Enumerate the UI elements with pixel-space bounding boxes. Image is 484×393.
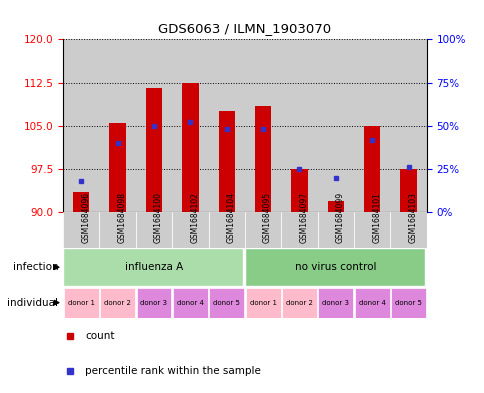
Bar	[390, 39, 426, 212]
Title: GDS6063 / ILMN_1903070: GDS6063 / ILMN_1903070	[158, 22, 331, 35]
Text: donor 5: donor 5	[213, 299, 240, 306]
Bar	[354, 288, 389, 318]
Text: GSM1684103: GSM1684103	[408, 192, 417, 243]
Text: GSM1684100: GSM1684100	[153, 192, 163, 243]
Text: donor 3: donor 3	[322, 299, 348, 306]
Bar	[182, 83, 198, 212]
Bar	[400, 169, 416, 212]
Bar	[244, 248, 424, 286]
Text: GSM1684095: GSM1684095	[262, 192, 272, 243]
Bar	[99, 212, 136, 248]
Text: no virus control: no virus control	[294, 262, 376, 272]
Text: influenza A: influenza A	[124, 262, 183, 272]
Bar	[64, 288, 99, 318]
Bar	[363, 126, 379, 212]
Text: donor 2: donor 2	[286, 299, 312, 306]
Text: GSM1684096: GSM1684096	[81, 192, 90, 243]
Text: donor 3: donor 3	[140, 299, 167, 306]
Bar	[317, 39, 353, 212]
Text: GSM1684104: GSM1684104	[226, 192, 235, 243]
Bar	[146, 88, 162, 212]
Bar	[245, 288, 280, 318]
Bar	[390, 212, 426, 248]
Bar	[255, 106, 271, 212]
Text: individual: individual	[7, 298, 58, 308]
Text: donor 4: donor 4	[177, 299, 203, 306]
Bar	[172, 39, 208, 212]
Text: donor 1: donor 1	[68, 299, 94, 306]
Bar	[73, 192, 89, 212]
Bar	[136, 212, 172, 248]
Bar	[317, 212, 353, 248]
Text: donor 4: donor 4	[358, 299, 385, 306]
Bar	[208, 212, 244, 248]
Text: percentile rank within the sample: percentile rank within the sample	[85, 366, 260, 376]
Bar	[353, 212, 390, 248]
Bar	[353, 39, 390, 212]
Text: count: count	[85, 331, 114, 341]
Bar	[208, 39, 244, 212]
Bar	[99, 39, 136, 212]
Text: donor 2: donor 2	[104, 299, 131, 306]
Bar	[172, 288, 207, 318]
Text: GSM1684102: GSM1684102	[190, 192, 199, 243]
Text: donor 5: donor 5	[394, 299, 421, 306]
Bar	[281, 212, 317, 248]
Bar	[136, 39, 172, 212]
Text: GSM1684098: GSM1684098	[117, 192, 126, 243]
Bar	[209, 288, 243, 318]
Bar	[244, 212, 281, 248]
Bar	[327, 201, 343, 212]
Text: donor 1: donor 1	[249, 299, 276, 306]
Bar	[390, 288, 425, 318]
Bar	[318, 288, 352, 318]
Bar	[63, 39, 99, 212]
Bar	[281, 39, 317, 212]
Bar	[63, 212, 99, 248]
Bar	[281, 288, 316, 318]
Bar	[100, 288, 135, 318]
Bar	[291, 169, 307, 212]
Bar	[244, 39, 281, 212]
Bar	[63, 248, 243, 286]
Text: GSM1684101: GSM1684101	[372, 192, 380, 243]
Bar	[136, 288, 171, 318]
Text: GSM1684097: GSM1684097	[299, 192, 308, 243]
Bar	[218, 111, 234, 212]
Bar	[109, 123, 125, 212]
Text: infection: infection	[13, 262, 58, 272]
Text: GSM1684099: GSM1684099	[335, 192, 344, 243]
Bar	[172, 212, 208, 248]
